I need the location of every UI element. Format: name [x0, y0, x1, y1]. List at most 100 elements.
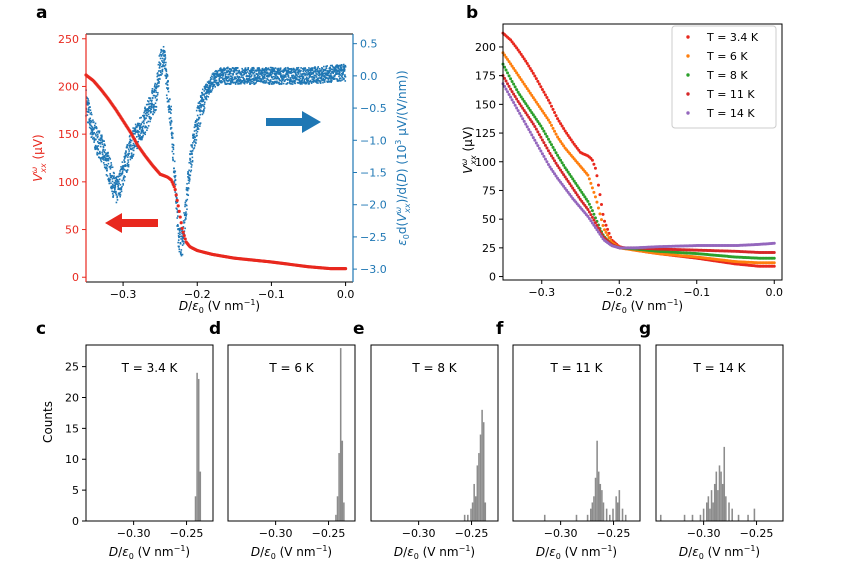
- derivative-point: [223, 81, 226, 83]
- data-point: [589, 181, 593, 185]
- derivative-point: [244, 81, 247, 83]
- derivative-point: [340, 70, 342, 72]
- data-point: [551, 145, 555, 149]
- derivative-point: [124, 161, 126, 163]
- data-point: [590, 158, 594, 162]
- derivative-point: [308, 76, 311, 79]
- data-point: [557, 156, 561, 160]
- x-axis-label: D/ε0 (V nm−1): [679, 544, 760, 561]
- data-point: [531, 96, 535, 100]
- derivative-point: [273, 67, 275, 70]
- derivative-point: [187, 172, 189, 174]
- derivative-point: [318, 75, 321, 77]
- data-point: [595, 200, 599, 204]
- derivative-point: [215, 82, 218, 85]
- right-tick-label: −3.0: [360, 263, 387, 276]
- derivative-point: [243, 82, 246, 85]
- derivative-point: [152, 110, 155, 113]
- derivative-point: [258, 75, 261, 78]
- data-point: [551, 170, 555, 174]
- derivative-point: [295, 77, 298, 79]
- derivative-point: [187, 176, 189, 178]
- derivative-point: [256, 78, 258, 81]
- data-point: [596, 230, 600, 234]
- derivative-point: [181, 244, 184, 246]
- derivative-point: [161, 60, 163, 62]
- data-point: [549, 167, 553, 171]
- derivative-point: [109, 178, 111, 181]
- derivative-point: [165, 77, 167, 80]
- data-point: [603, 219, 607, 223]
- histogram-bar: [339, 348, 342, 521]
- derivative-point: [142, 134, 144, 137]
- derivative-point: [293, 69, 295, 71]
- derivative-point: [163, 65, 166, 67]
- derivative-point: [235, 72, 238, 75]
- derivative-point: [267, 79, 270, 81]
- data-point: [543, 93, 547, 97]
- derivative-point: [317, 82, 319, 84]
- left-tick-label: 100: [58, 176, 79, 189]
- derivative-point: [309, 79, 312, 82]
- derivative-point: [122, 165, 124, 168]
- derivative-point: [88, 102, 90, 105]
- derivative-point: [123, 157, 126, 160]
- derivative-point: [91, 133, 94, 136]
- derivative-point: [112, 196, 114, 198]
- data-point: [593, 216, 597, 220]
- data-point: [559, 122, 563, 126]
- derivative-point: [245, 72, 247, 75]
- derivative-point: [128, 146, 131, 148]
- right-tick-label: 0.0: [360, 70, 378, 83]
- derivative-point: [216, 81, 218, 84]
- derivative-point: [143, 114, 146, 117]
- derivative-point: [181, 239, 184, 242]
- derivative-point: [204, 87, 207, 89]
- derivative-point: [265, 71, 267, 74]
- derivative-point: [167, 79, 169, 82]
- derivative-point: [107, 159, 110, 162]
- data-point: [539, 135, 543, 139]
- derivative-point: [99, 142, 101, 145]
- derivative-point: [341, 69, 343, 72]
- derivative-point: [282, 71, 285, 74]
- derivative-point: [323, 81, 326, 83]
- derivative-point: [158, 55, 161, 57]
- derivative-point: [179, 231, 181, 234]
- derivative-point: [222, 74, 224, 77]
- derivative-point: [208, 81, 211, 83]
- derivative-point: [109, 165, 112, 168]
- data-point: [600, 234, 603, 238]
- derivative-point: [241, 74, 243, 77]
- derivative-point: [304, 82, 307, 85]
- derivative-point: [176, 211, 179, 213]
- derivative-point: [147, 103, 149, 106]
- derivative-point: [151, 99, 153, 102]
- derivative-point: [344, 74, 346, 76]
- derivative-point: [264, 81, 267, 83]
- derivative-point: [153, 85, 156, 88]
- data-point: [562, 127, 566, 130]
- derivative-point: [286, 73, 289, 76]
- derivative-point: [292, 81, 294, 83]
- derivative-point: [119, 195, 121, 198]
- derivative-point: [200, 100, 203, 103]
- derivative-point: [215, 72, 218, 75]
- derivative-point: [142, 120, 145, 123]
- derivative-point: [342, 73, 344, 76]
- derivative-point: [164, 53, 166, 56]
- derivative-point: [170, 122, 172, 125]
- derivative-point: [269, 73, 272, 75]
- derivative-point: [118, 172, 121, 175]
- derivative-point: [235, 68, 237, 71]
- histogram-bar: [481, 409, 483, 521]
- derivative-point: [294, 75, 296, 77]
- derivative-point: [151, 92, 154, 95]
- derivative-point: [293, 77, 295, 80]
- derivative-point: [262, 77, 265, 79]
- derivative-point: [161, 57, 164, 60]
- data-point: [592, 223, 596, 227]
- x-tick-label: −0.3: [528, 286, 555, 299]
- derivative-point: [318, 72, 321, 75]
- derivative-point: [154, 86, 157, 88]
